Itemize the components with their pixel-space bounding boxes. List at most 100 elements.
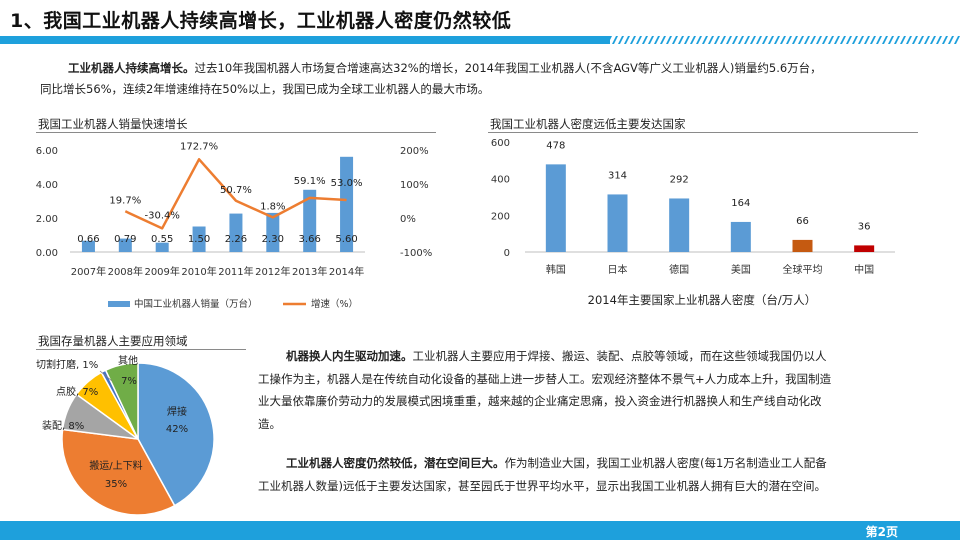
sales-bar-value-label: 5.60 xyxy=(335,234,357,245)
sales-bar xyxy=(155,242,169,252)
right-axis-tick-label: -100% xyxy=(400,248,432,259)
density-bar xyxy=(607,194,628,252)
para-density: 工业机器人密度仍然较低，潜在空间巨大。作为制造业大国，我国工业机器人密度(每1万… xyxy=(258,452,938,498)
left-axis-tick-label: 2.00 xyxy=(36,214,58,225)
sales-bar xyxy=(303,189,317,252)
para3-line: 作为制造业大国，我国工业机器人密度(每1万名制造业工人配备 xyxy=(504,456,827,470)
para2-bold: 机器换人内生驱动加速。 xyxy=(286,349,413,363)
density-value-label: 292 xyxy=(670,174,689,185)
sales-growth-line xyxy=(124,158,347,230)
pie-slice-label: 其他 xyxy=(118,354,138,367)
para-robot-replacement: 机器换人内生驱动加速。工业机器人主要应用于焊接、搬运、装配、点胶等领域，而在这些… xyxy=(258,345,938,435)
density-category-label: 德国 xyxy=(669,263,689,276)
intro-paragraph: 工业机器人持续高增长。过去10年我国机器人市场复合增速高达32%的增长，2014… xyxy=(40,58,940,100)
pie-slice xyxy=(61,428,176,516)
applications-section-title: 我国存量机器人主要应用领域 xyxy=(38,334,188,348)
density-value-label: 164 xyxy=(731,198,750,209)
category-label: 2013年 xyxy=(292,265,327,278)
legend-bar-swatch xyxy=(108,301,130,307)
right-axis-tick-label: 200% xyxy=(400,146,429,157)
growth-value-label: -30.4% xyxy=(144,210,179,221)
density-axis-tick-label: 0 xyxy=(504,248,510,259)
para2-line: 造。 xyxy=(258,416,281,431)
sales-legend: 中国工业机器人销量（万台） 增速（%） xyxy=(108,298,358,310)
pie-slice-label: 装配, 8% xyxy=(42,419,84,432)
sales-bars xyxy=(70,156,365,253)
growth-value-label: 1.8% xyxy=(260,201,285,212)
growth-value-label: 50.7% xyxy=(220,185,252,196)
pie-slice-label: 切割打磨, 1% xyxy=(36,358,98,371)
density-value-label: 66 xyxy=(796,216,809,227)
para2-line: 工业机器人主要应用于焊接、搬运、装配、点胶等领域，而在这些领域我国仍以人 xyxy=(412,349,827,363)
right-axis-tick-label: 0% xyxy=(400,214,416,225)
density-x-axis-title: 2014年主要国家上业机器人密度（台/万人） xyxy=(588,293,817,307)
pie-slice xyxy=(104,362,139,440)
sales-right-axis-ticks: -100% 0% 100% 200% xyxy=(400,146,432,259)
category-label: 2007年 xyxy=(71,265,106,278)
sales-bar xyxy=(266,212,280,252)
sales-bar xyxy=(229,213,243,252)
category-label: 2010年 xyxy=(181,265,216,278)
sales-labels: 0.66 0.79 0.55 1.50 2.26 2.30 3.66 5.60 19.7%-30… xyxy=(77,141,362,245)
density-value-label: 314 xyxy=(608,170,627,181)
para2-line: 工操作为主，机器人是在传统自动化设备的基础上进一步替人工。宏观经济整体不景气+人… xyxy=(258,371,832,386)
category-label: 2014年 xyxy=(329,265,364,278)
sales-bar-value-label: 3.66 xyxy=(299,234,321,245)
page-title: 1、我国工业机器人持续高增长，工业机器人密度仍然较低 xyxy=(10,10,512,32)
density-category-label: 日本 xyxy=(608,263,628,276)
sales-section-title: 我国工业机器人销量快速增长 xyxy=(38,117,188,131)
applications-section-line xyxy=(36,349,246,350)
pie-slice-percent: 42% xyxy=(166,424,188,435)
density-category-label: 韩国 xyxy=(546,263,566,276)
growth-value-label: 59.1% xyxy=(294,176,326,187)
left-axis-tick-label: 6.00 xyxy=(36,146,58,157)
density-axis-tick-label: 600 xyxy=(491,138,510,149)
applications-pie-chart: 焊接 42% 搬运/上下料 35% 装配, 8% 点胶, 7% 切割打磨, 1% 其他 7% xyxy=(36,354,215,516)
category-label: 2012年 xyxy=(255,265,290,278)
sales-bar-value-label: 0.79 xyxy=(114,234,136,245)
intro-line2: 同比增长56%，连续2年增速维持在50%以上，我国已成为全球工业机器人的最大市场… xyxy=(40,82,490,96)
intro-line1: 过去10年我国机器人市场复合增速高达32%的增长，2014年我国工业机器人(不含… xyxy=(194,61,822,75)
density-bar xyxy=(854,245,875,252)
pie-slice xyxy=(137,362,215,507)
left-axis-tick-label: 0.00 xyxy=(36,248,58,259)
intro-bold: 工业机器人持续高增长。 xyxy=(68,61,195,75)
density-bar xyxy=(730,221,751,252)
density-category-label: 美国 xyxy=(731,263,751,276)
pie-slice-percent: 7% xyxy=(121,376,137,387)
sales-bar xyxy=(192,226,206,252)
footer-bar: 第2页 xyxy=(0,521,960,540)
sales-bar xyxy=(81,240,95,252)
density-value-label: 478 xyxy=(546,140,565,151)
sales-bar-value-label: 0.66 xyxy=(77,234,99,245)
title-decor-bar xyxy=(0,36,960,44)
legend-line-label: 增速（%） xyxy=(311,298,358,310)
density-axis-tick-label: 400 xyxy=(491,175,510,186)
category-label: 2008年 xyxy=(108,265,143,278)
density-category-label: 全球平均 xyxy=(783,263,823,276)
pie-slice-label: 搬运/上下料 xyxy=(89,459,142,472)
category-label: 2011年 xyxy=(218,265,253,278)
density-bar xyxy=(545,164,566,252)
sales-bar xyxy=(340,156,354,252)
density-axis-tick-label: 200 xyxy=(491,211,510,222)
density-category-label: 中国 xyxy=(854,263,874,276)
pie-slice-label: 点胶, 7% xyxy=(56,385,98,398)
right-axis-tick-label: 100% xyxy=(400,180,429,191)
growth-value-label: 19.7% xyxy=(109,195,141,206)
density-section-line xyxy=(488,132,918,133)
sales-chart: 0.00 2.00 4.00 6.00 -100% 0% 100% 200% 0.66 0.7… xyxy=(36,141,432,310)
growth-line xyxy=(124,158,347,230)
sales-bar-value-label: 2.30 xyxy=(262,234,284,245)
density-value-label: 36 xyxy=(858,221,871,232)
para3-bold: 工业机器人密度仍然较低，潜在空间巨大。 xyxy=(286,456,505,470)
sales-section-line xyxy=(36,132,436,133)
legend-bar-label: 中国工业机器人销量（万台） xyxy=(134,298,258,310)
sales-bar xyxy=(118,238,132,252)
sales-bar-value-label: 2.26 xyxy=(225,234,247,245)
pie-slice-percent: 35% xyxy=(105,479,127,490)
pie-leader-line xyxy=(99,370,113,382)
growth-value-label: 172.7% xyxy=(180,141,218,152)
density-bar xyxy=(669,198,690,252)
growth-value-label: 53.0% xyxy=(331,178,363,189)
